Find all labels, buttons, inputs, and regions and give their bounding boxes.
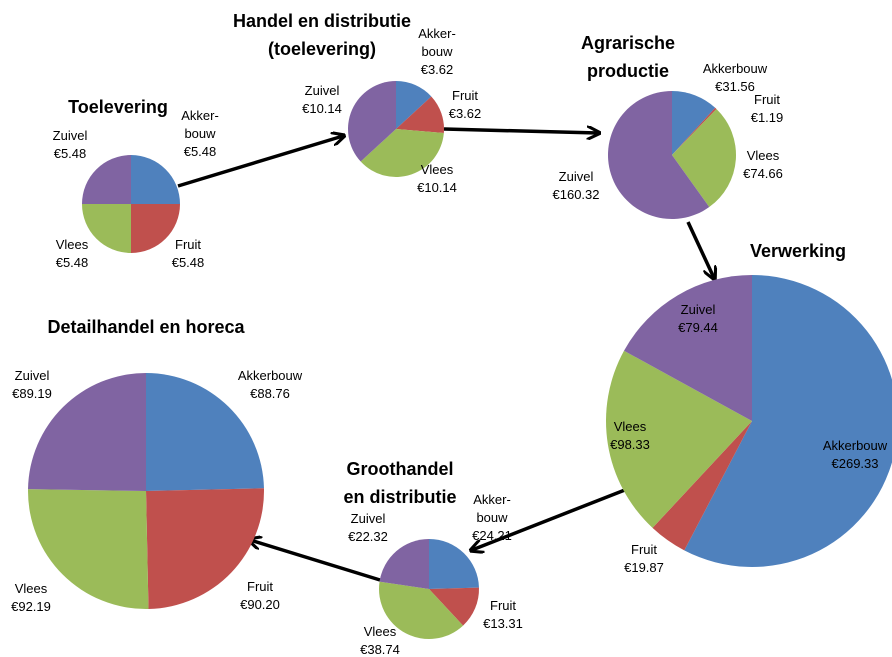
pie-chart xyxy=(379,539,479,639)
pie-slice xyxy=(652,421,752,551)
pie-slice xyxy=(82,204,131,253)
pie-chart xyxy=(348,81,444,178)
slice-value: €1.19 xyxy=(751,110,784,125)
pie-slice xyxy=(28,489,149,609)
slice-category: Akkerbouw xyxy=(238,368,303,383)
pie-title: Handel en distributie (toelevering) xyxy=(233,11,411,59)
slice-value: €269.33 xyxy=(832,456,879,471)
slice-value: €31.56 xyxy=(715,79,755,94)
slice-value: €5.48 xyxy=(172,255,205,270)
pie-slice xyxy=(379,539,429,589)
slice-value: €89.19 xyxy=(12,386,52,401)
arrow xyxy=(443,129,598,133)
slice-value: €38.74 xyxy=(360,642,400,657)
slice-value: €24.21 xyxy=(472,528,512,543)
pie-slice xyxy=(396,81,432,129)
pie-slice xyxy=(672,108,736,208)
slice-category: Vlees xyxy=(614,419,647,434)
pie-slice xyxy=(672,107,717,155)
pie-slice xyxy=(672,91,716,155)
pie-slice xyxy=(624,275,752,421)
slice-value: €79.44 xyxy=(678,320,718,335)
slice-category: Akker-bouw xyxy=(473,492,511,525)
slice-value: €160.32 xyxy=(553,187,600,202)
slice-value: €19.87 xyxy=(624,560,664,575)
slice-category: Zuivel xyxy=(305,83,340,98)
pie-title: Verwerking xyxy=(750,241,846,261)
slice-category: Vlees xyxy=(364,624,397,639)
slice-category: Fruit xyxy=(490,598,516,613)
pie-slice xyxy=(28,373,147,491)
pie-title: Detailhandel en horeca xyxy=(47,317,245,337)
slice-category: Akkerbouw xyxy=(823,438,888,453)
slice-category: Zuivel xyxy=(53,128,88,143)
slice-category: Vlees xyxy=(15,581,48,596)
pie-title: Groothandel en distributie xyxy=(343,459,456,507)
slice-value: €10.14 xyxy=(417,180,457,195)
pie-slice xyxy=(606,350,752,528)
slice-value: €10.14 xyxy=(302,101,342,116)
slice-category: Fruit xyxy=(452,88,478,103)
pie-slice xyxy=(429,539,479,589)
pie-slice xyxy=(379,581,464,639)
slice-category: Vlees xyxy=(747,148,780,163)
slice-category: Fruit xyxy=(247,579,273,594)
pie-title: Toelevering xyxy=(68,97,168,117)
slice-category: Fruit xyxy=(754,92,780,107)
slice-category: Zuivel xyxy=(351,511,386,526)
pie-slice xyxy=(396,96,444,133)
slice-category: Akker-bouw xyxy=(181,108,219,141)
slice-category: Fruit xyxy=(175,237,201,252)
slice-category: Zuivel xyxy=(681,302,716,317)
slice-category: Vlees xyxy=(421,162,454,177)
arrow xyxy=(686,221,714,278)
pie-slice xyxy=(348,81,396,162)
slice-value: €88.76 xyxy=(250,386,290,401)
pie-slice xyxy=(608,91,710,219)
arrow xyxy=(177,136,343,188)
slice-value: €22.32 xyxy=(348,529,388,544)
slice-category: Fruit xyxy=(631,542,657,557)
slice-value: €3.62 xyxy=(449,106,482,121)
pie-slice xyxy=(82,155,131,204)
slice-category: Vlees xyxy=(56,237,89,252)
slice-value: €13.31 xyxy=(483,616,523,631)
arrow xyxy=(472,482,641,550)
slice-category: Zuivel xyxy=(559,169,594,184)
pie-slice xyxy=(360,129,444,178)
pie-chart xyxy=(82,155,180,253)
pie-slice xyxy=(146,373,264,491)
slice-value: €5.48 xyxy=(56,255,89,270)
slice-value: €98.33 xyxy=(610,437,650,452)
pie-slice xyxy=(146,488,264,609)
pie-slice xyxy=(131,204,180,253)
arrow xyxy=(250,540,381,582)
pie-slice xyxy=(429,587,479,626)
pie-slice xyxy=(131,155,180,204)
slice-value: €5.48 xyxy=(184,144,217,159)
pie-chart xyxy=(608,91,736,219)
pie-slice xyxy=(684,275,892,567)
pie-chart xyxy=(28,373,264,609)
slice-value: €90.20 xyxy=(240,597,280,612)
slice-category: Akkerbouw xyxy=(703,61,768,76)
arrows xyxy=(177,129,714,582)
slice-value: €92.19 xyxy=(11,599,51,614)
slice-category: Akker-bouw xyxy=(418,26,456,59)
slice-category: Zuivel xyxy=(15,368,50,383)
pie-title: Agrarische productie xyxy=(581,33,675,81)
slice-value: €3.62 xyxy=(421,62,454,77)
pie-chart xyxy=(606,275,892,567)
slice-value: €5.48 xyxy=(54,146,87,161)
slice-value: €74.66 xyxy=(743,166,783,181)
